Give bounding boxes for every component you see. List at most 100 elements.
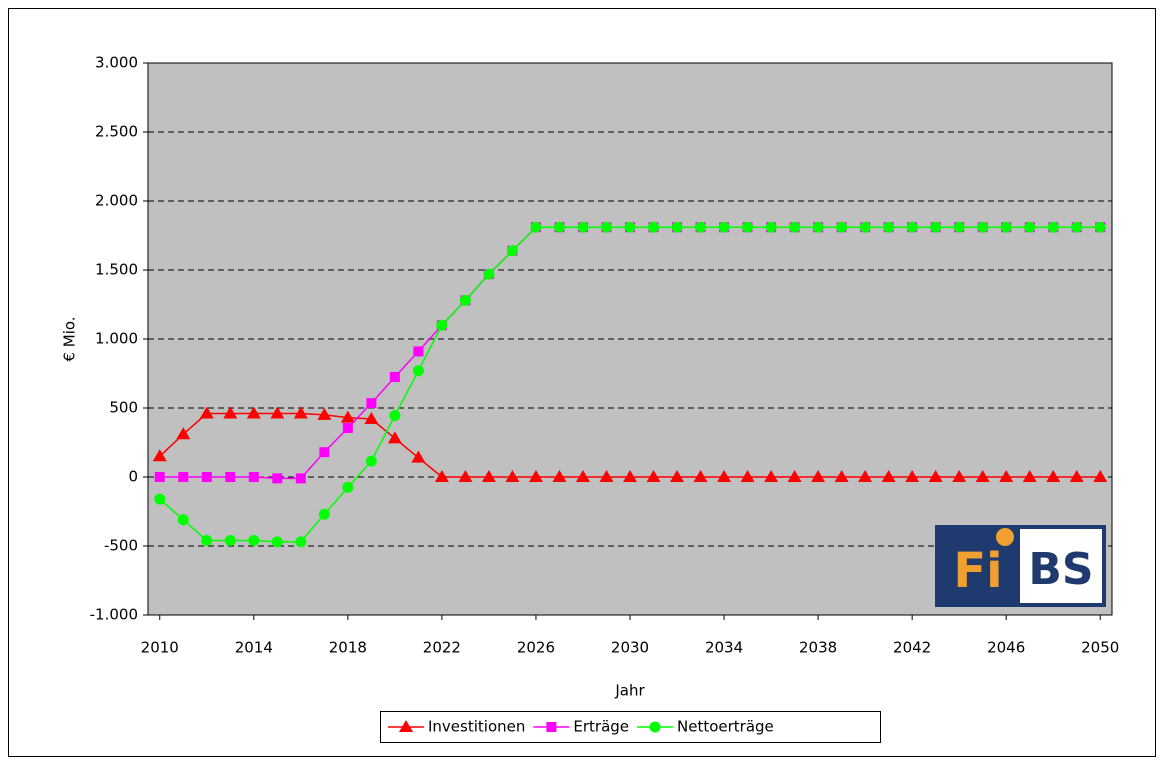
x-tick-label: 2022 <box>423 639 461 657</box>
marker <box>154 472 165 482</box>
marker <box>340 410 355 423</box>
marker <box>905 470 920 482</box>
marker <box>553 221 565 233</box>
marker <box>436 319 448 331</box>
marker <box>201 534 213 546</box>
marker <box>649 721 661 733</box>
marker <box>952 470 967 482</box>
logo-right: BS <box>1028 544 1093 595</box>
marker <box>528 470 543 482</box>
marker <box>413 346 424 357</box>
marker <box>546 722 557 732</box>
marker <box>624 221 636 233</box>
marker <box>765 221 777 233</box>
marker <box>483 268 495 280</box>
marker <box>1069 470 1084 482</box>
marker <box>342 481 354 493</box>
marker <box>742 221 754 233</box>
marker <box>953 221 965 233</box>
marker <box>577 221 589 233</box>
y-tick-label: -500 <box>104 537 138 555</box>
legend-item: Erträge <box>533 718 629 736</box>
marker <box>648 221 660 233</box>
legend <box>380 711 881 743</box>
marker <box>246 406 261 419</box>
marker <box>248 534 260 546</box>
marker <box>199 406 214 419</box>
y-tick-label: 1.500 <box>95 261 138 279</box>
x-tick-label: 2010 <box>141 639 179 657</box>
marker <box>342 423 353 434</box>
marker <box>389 410 401 422</box>
marker <box>152 449 167 462</box>
marker <box>977 221 989 233</box>
marker <box>399 720 413 732</box>
marker <box>930 221 942 233</box>
marker <box>270 406 285 419</box>
marker <box>481 470 496 482</box>
x-tick-label: 2050 <box>1081 639 1119 657</box>
marker <box>740 470 755 482</box>
marker <box>575 470 590 482</box>
marker <box>177 514 189 526</box>
marker <box>928 470 943 482</box>
logo: Fi BS <box>935 525 1106 607</box>
y-tick-label: 2.000 <box>95 192 138 210</box>
marker <box>319 447 330 458</box>
marker <box>412 365 424 377</box>
marker <box>812 221 824 233</box>
marker <box>1046 470 1061 482</box>
legend-label: Nettoerträge <box>677 718 774 736</box>
marker <box>1071 221 1083 233</box>
marker <box>271 536 283 548</box>
marker <box>434 470 449 482</box>
y-tick-label: 0 <box>128 468 138 486</box>
marker <box>646 470 661 482</box>
marker <box>201 472 212 482</box>
marker <box>530 221 542 233</box>
marker <box>223 406 238 419</box>
marker <box>881 470 896 482</box>
y-tick-label: 500 <box>109 399 138 417</box>
x-tick-label: 2038 <box>799 639 837 657</box>
marker <box>599 470 614 482</box>
legend-label: Investitionen <box>428 718 525 736</box>
marker <box>318 508 330 520</box>
x-axis-label: Jahr <box>614 682 645 700</box>
logo-left: Fi <box>953 543 1002 599</box>
marker <box>834 470 849 482</box>
marker <box>365 455 377 467</box>
marker <box>1024 221 1036 233</box>
marker <box>505 470 520 482</box>
marker <box>695 221 707 233</box>
y-tick-label: 3.000 <box>95 54 138 72</box>
marker <box>975 470 990 482</box>
x-tick-label: 2018 <box>329 639 367 657</box>
marker <box>1094 221 1106 233</box>
marker <box>764 470 779 482</box>
x-tick-label: 2026 <box>517 639 555 657</box>
marker <box>295 536 307 548</box>
marker <box>789 221 801 233</box>
marker <box>154 493 166 505</box>
marker <box>999 470 1014 482</box>
plot-border <box>147 62 1113 616</box>
x-tick-label: 2030 <box>611 639 649 657</box>
marker <box>293 406 308 419</box>
marker <box>389 371 400 382</box>
marker <box>178 472 189 482</box>
marker <box>176 427 191 440</box>
legend-label: Erträge <box>573 718 629 736</box>
x-tick-label: 2046 <box>987 639 1025 657</box>
marker <box>295 473 306 484</box>
marker <box>1000 221 1012 233</box>
legend-item: Investitionen <box>388 718 525 736</box>
marker <box>1022 470 1037 482</box>
logo-dot <box>996 528 1014 546</box>
marker <box>224 534 236 546</box>
marker <box>811 470 826 482</box>
marker <box>506 245 518 257</box>
y-tick-label: -1.000 <box>90 606 138 624</box>
marker <box>600 221 612 233</box>
